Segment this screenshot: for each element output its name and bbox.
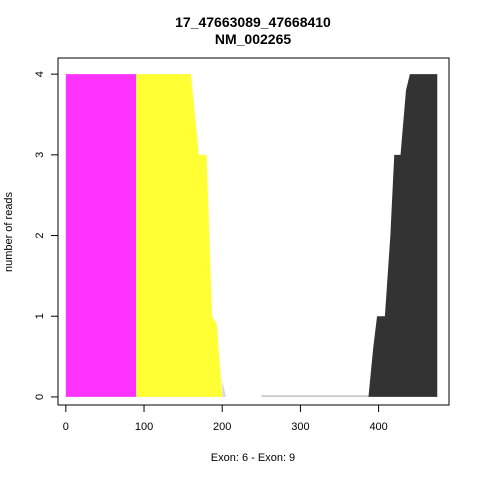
y-axis: 0 1 2 3 4 bbox=[34, 71, 59, 400]
x-tick-label: 0 bbox=[63, 421, 69, 433]
series-group bbox=[65, 74, 438, 397]
coverage-area-1 bbox=[65, 74, 137, 397]
coverage-area-4 bbox=[261, 395, 369, 397]
x-tick-label: 400 bbox=[369, 421, 387, 433]
y-tick-label: 0 bbox=[34, 394, 46, 400]
coverage-area-3 bbox=[222, 380, 227, 397]
coverage-area-2 bbox=[136, 74, 223, 397]
x-tick-label: 300 bbox=[291, 421, 309, 433]
x-axis-label: Exon: 6 - Exon: 9 bbox=[211, 452, 295, 464]
x-tick-label: 100 bbox=[135, 421, 153, 433]
x-tick-label: 200 bbox=[213, 421, 231, 433]
y-axis-label: number of reads bbox=[3, 191, 15, 272]
y-tick-label: 4 bbox=[34, 71, 46, 77]
y-tick-label: 1 bbox=[34, 313, 46, 319]
chart-subtitle: NM_002265 bbox=[215, 31, 291, 47]
x-axis: 0 100 200 300 400 bbox=[63, 404, 388, 433]
coverage-area-5 bbox=[368, 74, 438, 397]
y-tick-label: 2 bbox=[34, 232, 46, 238]
y-tick-label: 3 bbox=[34, 152, 46, 158]
chart-title: 17_47663089_47668410 bbox=[175, 14, 331, 30]
